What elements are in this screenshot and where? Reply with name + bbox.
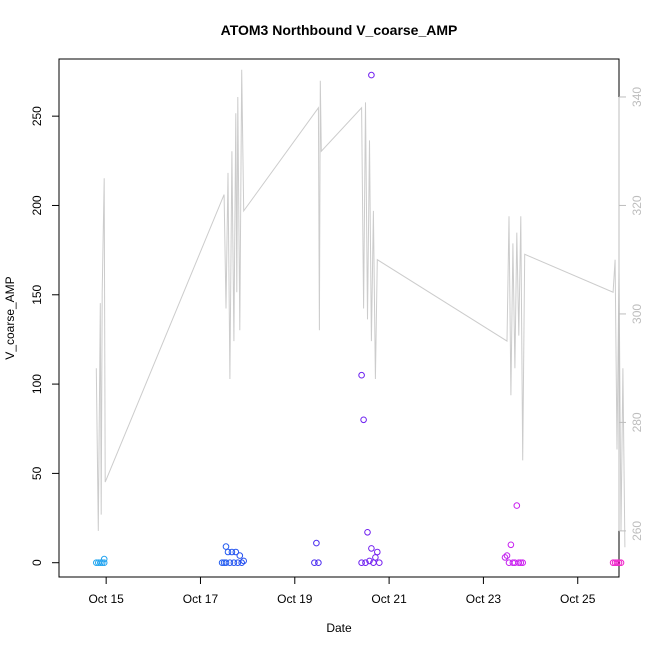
data-point [617, 559, 625, 567]
x-axis: Oct 15 Oct 17 Oct 19 Oct 21 Oct 23 Oct 25 [88, 576, 596, 606]
x-axis-label: Date [326, 621, 352, 635]
series-line [95, 69, 626, 548]
point-series-layer [93, 71, 625, 567]
data-point [503, 552, 511, 559]
data-point [358, 371, 365, 379]
data-point [224, 548, 232, 556]
data-point [222, 559, 230, 567]
data-point [240, 557, 247, 565]
y2-tick-label: 320 [630, 195, 644, 215]
x-tick-label: Oct 23 [466, 592, 502, 606]
data-point [232, 548, 240, 556]
data-point [236, 552, 244, 559]
data-point [368, 545, 375, 552]
x-tick-label: Oct 21 [371, 592, 407, 606]
plot-frame [58, 58, 620, 578]
y2-tick-label: 340 [630, 87, 644, 107]
data-point [313, 539, 320, 547]
data-point [230, 559, 238, 567]
data-point [226, 559, 234, 567]
data-point [519, 559, 527, 567]
data-point [366, 557, 373, 565]
data-point [238, 559, 245, 567]
data-point [515, 559, 523, 567]
data-point [615, 559, 623, 567]
data-point [507, 541, 515, 549]
data-point [234, 559, 242, 567]
data-point [98, 559, 106, 567]
data-point [613, 559, 621, 567]
data-point [100, 559, 108, 567]
chart-title: ATOM3 Northbound V_coarse_AMP [221, 22, 458, 38]
data-point [362, 559, 369, 567]
data-point [228, 548, 236, 556]
y-tick-label: 0 [30, 559, 44, 566]
x-tick-label: Oct 25 [560, 592, 596, 606]
data-point [374, 548, 381, 556]
y2-tick-label: 280 [630, 412, 644, 432]
data-point [364, 529, 371, 536]
data-point [376, 559, 383, 567]
y-axis-right: 260 280 300 320 340 [618, 87, 644, 541]
y-tick-label: 200 [30, 195, 44, 215]
data-point [513, 502, 521, 509]
data-point [517, 559, 525, 567]
data-point [360, 416, 367, 424]
y-axis-label: V_coarse_AMP [3, 276, 17, 359]
data-point [311, 559, 318, 567]
y-tick-label: 250 [30, 106, 44, 126]
data-point [97, 559, 104, 567]
x-tick-label: Oct 19 [277, 592, 313, 606]
data-point [368, 71, 375, 79]
data-point [315, 559, 322, 567]
y-tick-label: 50 [30, 466, 44, 480]
data-point [222, 543, 230, 550]
y2-tick-label: 300 [630, 304, 644, 324]
y-tick-label: 100 [30, 374, 44, 394]
x-tick-label: Oct 17 [183, 592, 219, 606]
data-point [218, 559, 226, 567]
data-point [100, 555, 108, 563]
y-axis-left: 0 50 100 150 200 250 [30, 106, 60, 566]
data-point [501, 554, 509, 561]
data-point [372, 554, 379, 561]
data-point [358, 559, 365, 567]
y2-tick-label: 260 [630, 521, 644, 541]
y-tick-label: 150 [30, 284, 44, 304]
line-series-layer [95, 69, 626, 548]
x-tick-label: Oct 15 [88, 592, 124, 606]
